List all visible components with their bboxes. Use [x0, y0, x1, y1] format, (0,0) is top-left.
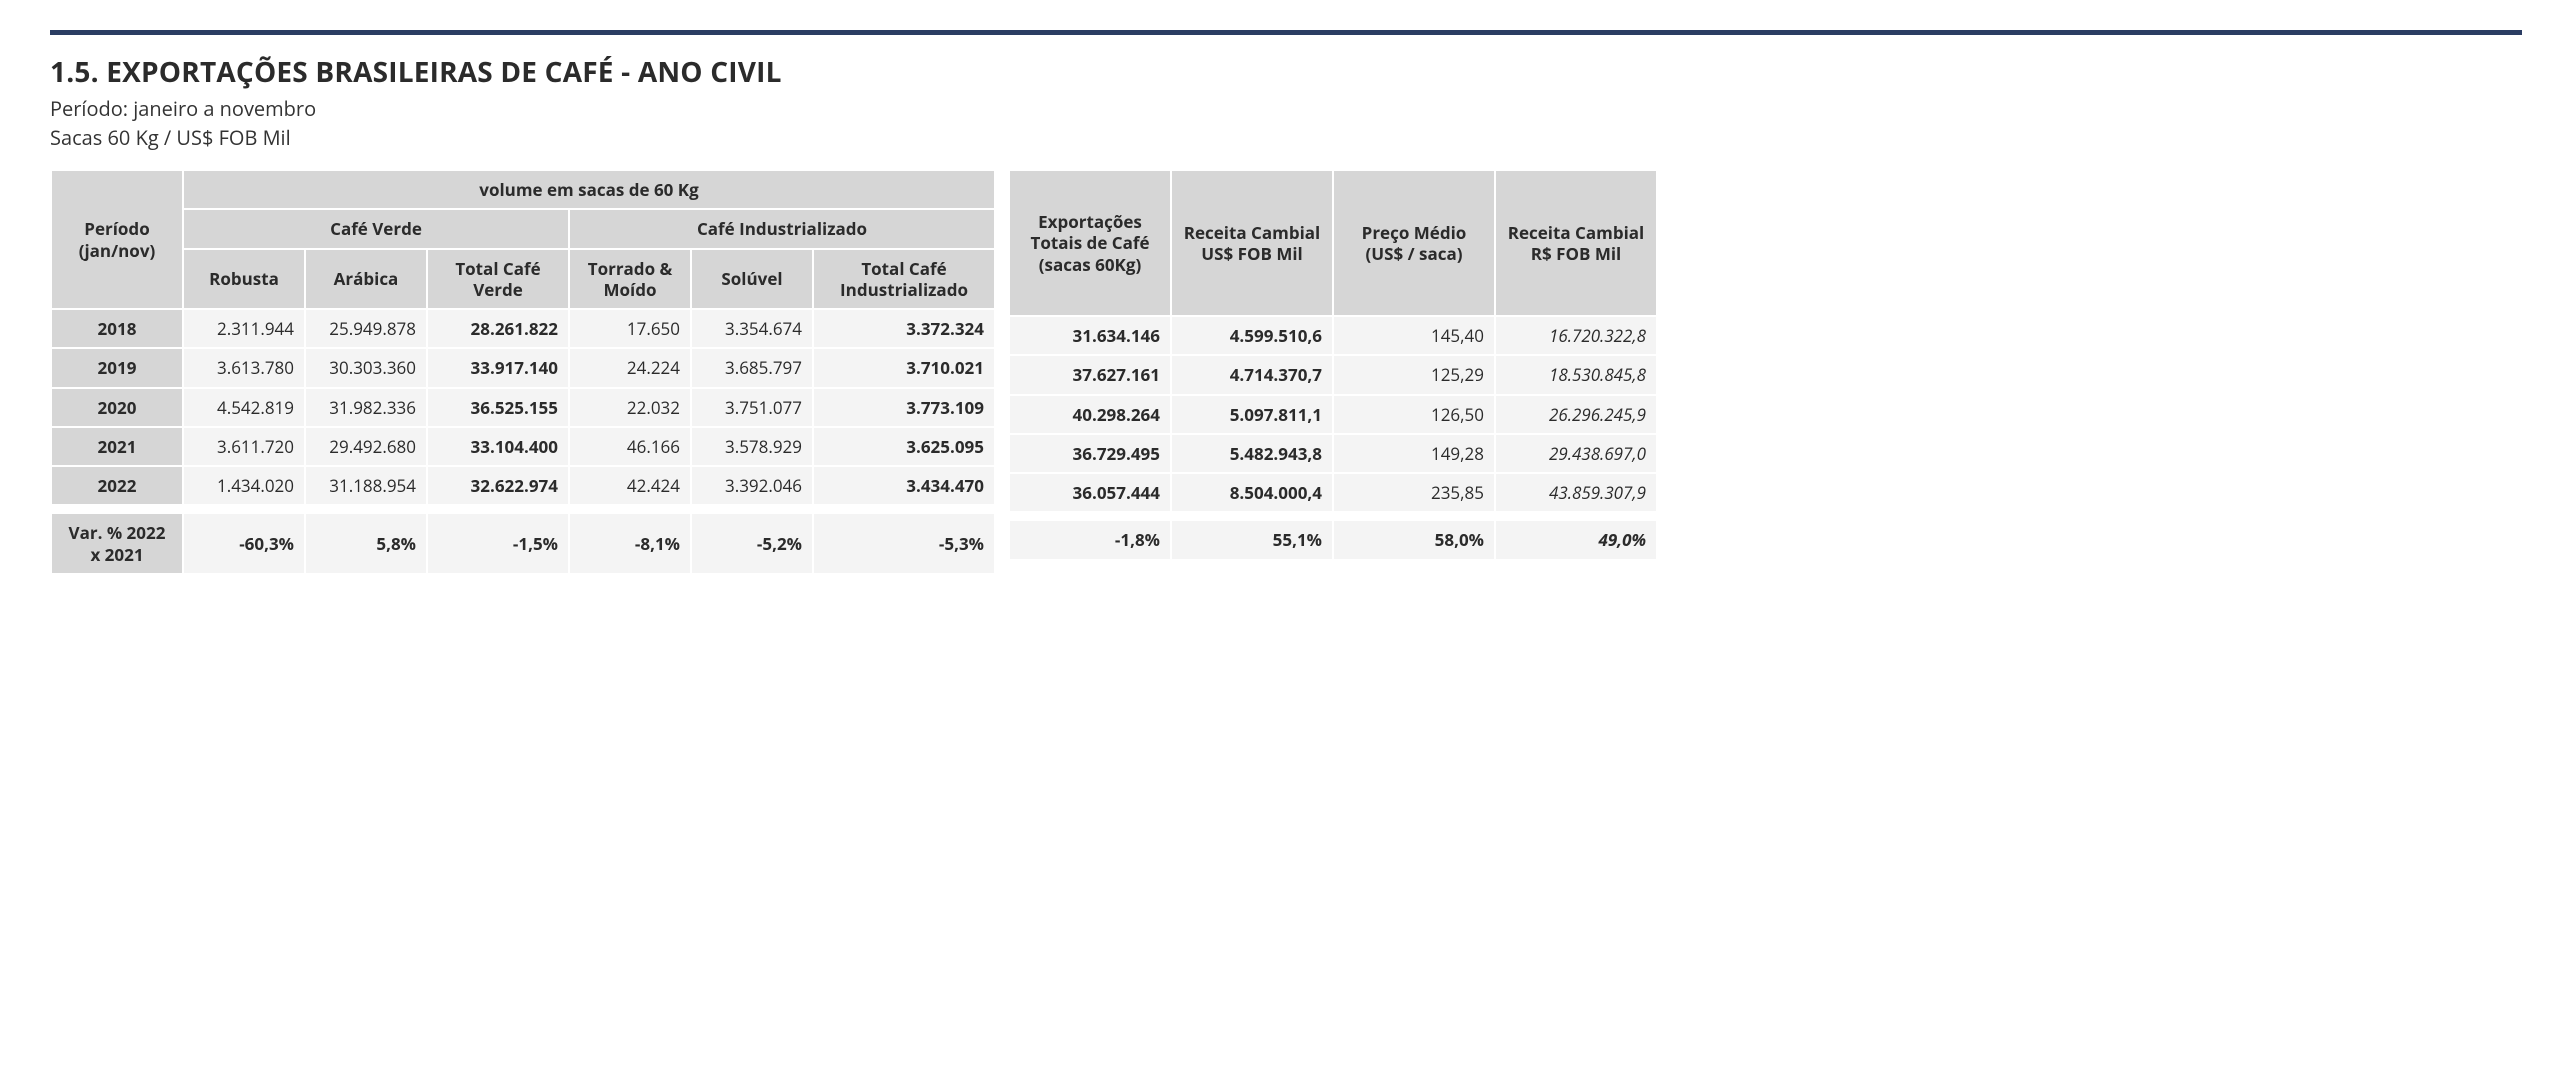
cell: 149,28: [1334, 435, 1494, 472]
cell: 3.354.674: [692, 310, 812, 347]
cell: 17.650: [570, 310, 690, 347]
col-total-verde: Total Café Verde: [428, 250, 568, 309]
subtitle-units: Sacas 60 Kg / US$ FOB Mil: [50, 124, 2522, 151]
cell-total: 3.625.095: [814, 428, 994, 465]
var-cell: -1,5%: [428, 514, 568, 573]
cell: 126,50: [1334, 396, 1494, 433]
cell: 3.611.720: [184, 428, 304, 465]
cell: 5.097.811,1: [1172, 396, 1332, 433]
cell: 2.311.944: [184, 310, 304, 347]
cell-total: 3.434.470: [814, 467, 994, 504]
row-period: 2021: [52, 428, 182, 465]
cell: 31.982.336: [306, 389, 426, 426]
row-period: 2019: [52, 349, 182, 386]
table-row: 2019 3.613.780 30.303.360 33.917.140 24.…: [52, 349, 994, 386]
col-export-total: Exportações Totais de Café (sacas 60Kg): [1010, 171, 1170, 315]
cell-total: 33.104.400: [428, 428, 568, 465]
cell: 3.685.797: [692, 349, 812, 386]
group-cafe-verde: Café Verde: [184, 210, 568, 247]
variation-label: Var. % 2022 x 2021: [52, 514, 182, 573]
cell: 30.303.360: [306, 349, 426, 386]
cell: 26.296.245,9: [1496, 396, 1656, 433]
cell: 37.627.161: [1010, 356, 1170, 393]
cell: 46.166: [570, 428, 690, 465]
col-preco-medio: Preço Médio (US$ / saca): [1334, 171, 1494, 315]
table-row: 40.298.264 5.097.811,1 126,50 26.296.245…: [1010, 396, 1656, 433]
cell: 31.634.146: [1010, 317, 1170, 354]
table-row: 2020 4.542.819 31.982.336 36.525.155 22.…: [52, 389, 994, 426]
cell-total: 32.622.974: [428, 467, 568, 504]
row-period: 2022: [52, 467, 182, 504]
tables-container: Período (jan/nov) volume em sacas de 60 …: [50, 169, 2522, 575]
cell: 3.613.780: [184, 349, 304, 386]
col-receita-brl: Receita Cambial R$ FOB Mil: [1496, 171, 1656, 315]
var-cell: 5,8%: [306, 514, 426, 573]
cell: 16.720.322,8: [1496, 317, 1656, 354]
col-receita-usd: Receita Cambial US$ FOB Mil: [1172, 171, 1332, 315]
cell: 3.751.077: [692, 389, 812, 426]
summary-table: Exportações Totais de Café (sacas 60Kg) …: [1008, 169, 1658, 561]
cell: 5.482.943,8: [1172, 435, 1332, 472]
cell: 31.188.954: [306, 467, 426, 504]
col-total-ind: Total Café Industrializado: [814, 250, 994, 309]
cell: 36.729.495: [1010, 435, 1170, 472]
volume-table: Período (jan/nov) volume em sacas de 60 …: [50, 169, 996, 575]
variation-row: -1,8% 55,1% 58,0% 49,0%: [1010, 521, 1656, 558]
cell: 24.224: [570, 349, 690, 386]
cell-total: 28.261.822: [428, 310, 568, 347]
cell: 42.424: [570, 467, 690, 504]
section-title: 1.5. EXPORTAÇÕES BRASILEIRAS DE CAFÉ - A…: [50, 53, 2522, 91]
cell: 235,85: [1334, 474, 1494, 511]
var-cell: 55,1%: [1172, 521, 1332, 558]
var-cell: 58,0%: [1334, 521, 1494, 558]
cell: 4.714.370,7: [1172, 356, 1332, 393]
group-cafe-industrializado: Café Industrializado: [570, 210, 994, 247]
col-arabica: Arábica: [306, 250, 426, 309]
col-period: Período (jan/nov): [52, 171, 182, 308]
cell: 125,29: [1334, 356, 1494, 393]
var-cell: -5,2%: [692, 514, 812, 573]
cell-total: 3.773.109: [814, 389, 994, 426]
row-period: 2018: [52, 310, 182, 347]
table-row: 37.627.161 4.714.370,7 125,29 18.530.845…: [1010, 356, 1656, 393]
cell: 43.859.307,9: [1496, 474, 1656, 511]
cell-total: 3.710.021: [814, 349, 994, 386]
var-cell: -5,3%: [814, 514, 994, 573]
var-cell: -8,1%: [570, 514, 690, 573]
cell: 29.492.680: [306, 428, 426, 465]
cell: 36.057.444: [1010, 474, 1170, 511]
table-row: 2021 3.611.720 29.492.680 33.104.400 46.…: [52, 428, 994, 465]
cell: 4.599.510,6: [1172, 317, 1332, 354]
col-robusta: Robusta: [184, 250, 304, 309]
table-row: 36.729.495 5.482.943,8 149,28 29.438.697…: [1010, 435, 1656, 472]
cell: 4.542.819: [184, 389, 304, 426]
row-period: 2020: [52, 389, 182, 426]
cell-total: 36.525.155: [428, 389, 568, 426]
table-row: 31.634.146 4.599.510,6 145,40 16.720.322…: [1010, 317, 1656, 354]
variation-row: Var. % 2022 x 2021 -60,3% 5,8% -1,5% -8,…: [52, 514, 994, 573]
col-soluvel: Solúvel: [692, 250, 812, 309]
cell-total: 33.917.140: [428, 349, 568, 386]
var-cell: 49,0%: [1496, 521, 1656, 558]
cell: 145,40: [1334, 317, 1494, 354]
var-cell: -1,8%: [1010, 521, 1170, 558]
cell: 29.438.697,0: [1496, 435, 1656, 472]
top-border: [50, 30, 2522, 35]
cell: 3.392.046: [692, 467, 812, 504]
col-torrado: Torrado & Moído: [570, 250, 690, 309]
cell: 40.298.264: [1010, 396, 1170, 433]
cell: 18.530.845,8: [1496, 356, 1656, 393]
super-header-volume: volume em sacas de 60 Kg: [184, 171, 994, 208]
table-row: 36.057.444 8.504.000,4 235,85 43.859.307…: [1010, 474, 1656, 511]
cell: 8.504.000,4: [1172, 474, 1332, 511]
table-row: 2018 2.311.944 25.949.878 28.261.822 17.…: [52, 310, 994, 347]
cell: 3.578.929: [692, 428, 812, 465]
cell: 22.032: [570, 389, 690, 426]
var-cell: -60,3%: [184, 514, 304, 573]
cell: 1.434.020: [184, 467, 304, 504]
cell-total: 3.372.324: [814, 310, 994, 347]
subtitle-period: Período: janeiro a novembro: [50, 95, 2522, 122]
table-row: 2022 1.434.020 31.188.954 32.622.974 42.…: [52, 467, 994, 504]
cell: 25.949.878: [306, 310, 426, 347]
